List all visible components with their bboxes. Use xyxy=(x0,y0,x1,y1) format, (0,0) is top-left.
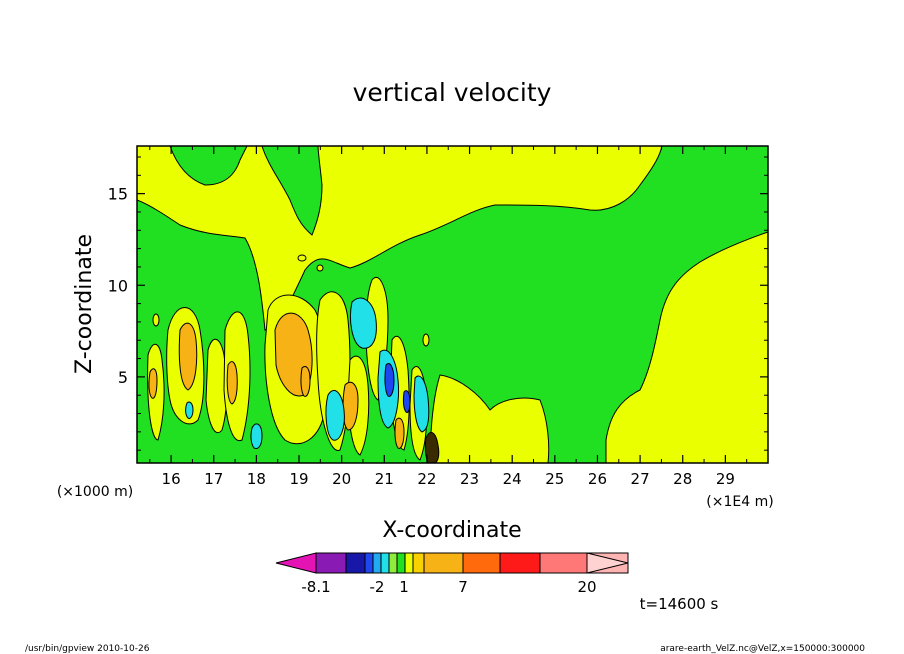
y-tick-label: 10 xyxy=(108,276,128,295)
x-tick-label: 16 xyxy=(162,470,181,488)
region-green-top xyxy=(169,146,248,186)
x-unit-right: (×1E4 m) xyxy=(706,494,773,510)
region-orange-5 xyxy=(148,368,158,399)
region-blue-2 xyxy=(402,390,411,413)
colorbar-segment xyxy=(372,552,382,574)
colorbar-segment xyxy=(315,552,347,574)
colorbar-segment xyxy=(380,552,390,574)
region-orange-1 xyxy=(178,322,198,391)
y-axis-ticks: 5 10 15 xyxy=(108,156,768,451)
footer-right: arare-earth_VelZ.nc@VelZ,x=150000:300000 xyxy=(660,644,865,654)
x-tick-label: 26 xyxy=(588,470,607,488)
x-tick-label: 20 xyxy=(332,470,351,488)
region-yellow-dot4 xyxy=(422,333,430,347)
region-orange-6 xyxy=(300,366,311,397)
colorbar-label: -8.1 xyxy=(301,578,330,596)
region-cyan-4 xyxy=(250,423,263,449)
colorbar-segment xyxy=(423,552,464,574)
colorbar-label: -2 xyxy=(370,578,385,596)
y-tick-label: 15 xyxy=(108,185,128,204)
colorbar-segment xyxy=(364,552,374,574)
colorbar-label: 1 xyxy=(399,578,409,596)
time-label: t=14600 s xyxy=(640,595,719,613)
plot-area xyxy=(136,145,769,464)
colorbar-labels: -8.1 -2 1 7 20 xyxy=(301,578,596,596)
colorbar-label: 20 xyxy=(577,578,596,596)
region-cyan-6 xyxy=(185,401,194,419)
colorbar-segment xyxy=(499,552,541,574)
region-dark-core xyxy=(424,431,440,463)
colorbar-segment xyxy=(412,552,425,574)
colorbar-label: 7 xyxy=(458,578,468,596)
x-tick-label: 23 xyxy=(460,470,479,488)
colorbar-segment xyxy=(404,552,414,574)
x-tick-label: 17 xyxy=(204,470,223,488)
colorbar-segment xyxy=(539,552,588,574)
region-cyan-2 xyxy=(325,390,345,441)
colorbar-extend-high xyxy=(586,552,629,574)
x-tick-label: 18 xyxy=(247,470,266,488)
colorbar-segment xyxy=(462,552,501,574)
footer-left: /usr/bin/gpview 2010-10-26 xyxy=(25,644,150,654)
x-tick-label: 21 xyxy=(375,470,394,488)
region-yellow-dot2 xyxy=(316,264,324,272)
x-tick-label: 22 xyxy=(417,470,436,488)
region-cyan-1 xyxy=(349,297,377,349)
x-axis-label: X-coordinate xyxy=(382,518,521,543)
region-yellow-dot1 xyxy=(297,254,307,262)
colorbar-extend-low xyxy=(275,552,317,574)
y-axis-label: Z-coordinate xyxy=(72,234,97,374)
x-tick-label: 19 xyxy=(289,470,308,488)
colorbar-segment xyxy=(396,552,406,574)
colorbar-segment xyxy=(345,552,366,574)
y-tick-label: 5 xyxy=(118,368,128,387)
x-unit-left: (×1000 m) xyxy=(57,484,133,500)
region-green-upper xyxy=(261,146,323,236)
chart-title: vertical velocity xyxy=(353,78,552,107)
region-orange-7 xyxy=(394,417,405,449)
region-blue-1 xyxy=(384,363,395,397)
x-tick-label: 27 xyxy=(631,470,650,488)
x-tick-label: 29 xyxy=(716,470,735,488)
colorbar xyxy=(275,552,629,574)
colorbar-segment xyxy=(388,552,398,574)
region-orange-3 xyxy=(226,361,238,405)
plot-frame xyxy=(136,145,769,464)
region-cyan-5 xyxy=(413,375,430,433)
region-yellow-dot3 xyxy=(152,313,160,327)
x-tick-label: 28 xyxy=(673,470,692,488)
x-tick-label: 25 xyxy=(545,470,564,488)
x-axis-ticks: 16 17 18 19 20 21 22 23 24 25 26 27 28 29 xyxy=(149,146,748,488)
x-tick-label: 24 xyxy=(503,470,522,488)
